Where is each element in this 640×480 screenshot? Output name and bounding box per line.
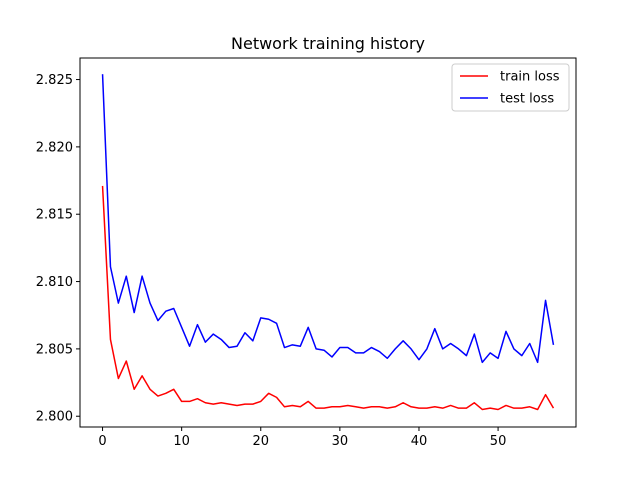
x-tick-label: 20 bbox=[252, 434, 269, 449]
plot-area-frame bbox=[79, 57, 577, 428]
test-loss-line bbox=[101, 74, 555, 364]
legend-label-test-loss: test loss bbox=[500, 92, 554, 107]
x-tick-label: 0 bbox=[98, 434, 106, 449]
chart-title: Network training history bbox=[231, 34, 425, 53]
x-axis-ticks: 0 10 20 30 40 50 bbox=[98, 427, 506, 449]
y-tick-label: 2.805 bbox=[36, 342, 73, 357]
y-tick-label: 2.810 bbox=[36, 275, 73, 290]
y-tick-label: 2.820 bbox=[36, 140, 73, 155]
x-tick-label: 30 bbox=[332, 434, 349, 449]
x-tick-label: 50 bbox=[490, 434, 507, 449]
train-loss-line bbox=[101, 185, 555, 411]
x-tick-label: 10 bbox=[173, 434, 190, 449]
y-tick-label: 2.825 bbox=[36, 73, 73, 88]
y-tick-label: 2.800 bbox=[36, 410, 73, 425]
y-axis-ticks: 2.800 2.805 2.810 2.815 2.820 2.825 bbox=[36, 73, 80, 425]
legend-label-train-loss: train loss bbox=[500, 70, 560, 85]
legend: train loss test loss bbox=[451, 63, 570, 112]
series-lines bbox=[101, 74, 555, 411]
y-tick-label: 2.815 bbox=[36, 208, 73, 223]
x-tick-label: 40 bbox=[411, 434, 428, 449]
